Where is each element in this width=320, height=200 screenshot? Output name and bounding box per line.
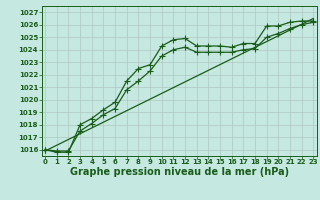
X-axis label: Graphe pression niveau de la mer (hPa): Graphe pression niveau de la mer (hPa) (70, 167, 289, 177)
